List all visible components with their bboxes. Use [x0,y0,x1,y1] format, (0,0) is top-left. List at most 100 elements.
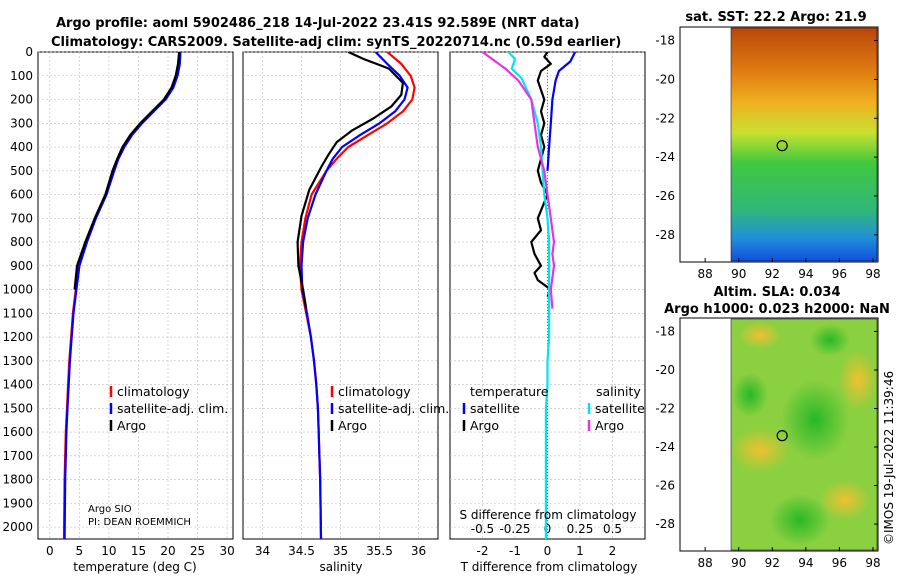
legend-argo-label: Argo [117,418,146,433]
sla-map-title2: Argo h1000: 0.023 h2000: NaN [664,302,890,317]
pressure-ytick-label: 1800 [2,473,33,487]
difference-series-temperature-satellite [546,52,577,171]
pressure-ytick-label: 2000 [2,520,33,534]
legend-s-argo-label: Argo [595,418,624,433]
temperature-xtick-label: 20 [160,544,175,558]
pressure-ytick-label: 1900 [2,496,33,510]
legend-clim-label: climatology [338,384,411,399]
pressure-ytick-label: 1500 [2,401,33,415]
salinity-series-climatology [298,52,416,539]
difference-xtick-label: 2 [609,544,617,558]
legend-sat-label: satellite-adj. clim. [338,401,449,416]
difference-xtick-label: -2 [477,544,489,558]
sla-lon-tick-label: 96 [832,556,847,570]
pressure-ytick-label: 1700 [2,449,33,463]
temperature-xtick-label: 15 [131,544,146,558]
sst-lat-tick-label: -18 [655,34,675,48]
pressure-ytick-label: 1000 [2,283,33,297]
difference-xtick-label: -1 [509,544,521,558]
sla-lon-tick-label: 88 [698,556,713,570]
map-axes: 88 90 92 94 96 98 -18 -20 -22 -24 -26 -28 88 90 92 94 96… [655,34,880,570]
pressure-ytick-label: 900 [10,259,33,273]
credit-provider: Argo SIO [88,504,132,515]
sst-lat-tick-label: -26 [655,189,675,203]
difference-xtick-top-label: -0.5 [471,522,494,536]
sla-argo-position-marker [776,430,788,442]
salinity-xtick-label: 35 [333,544,348,558]
pressure-ytick-label: 500 [10,164,33,178]
pressure-ytick-label: 100 [10,69,33,83]
legend-argo-label: Argo [338,418,367,433]
sst-field [731,28,877,261]
pressure-ytick-label: 200 [10,93,33,107]
sla-lon-tick-label: 90 [731,556,746,570]
sst-lon-tick-label: 96 [832,267,847,281]
salinity-xtick-label: 35.5 [366,544,393,558]
legend-salinity-heading: salinity [596,384,641,399]
grid-lines [38,51,645,539]
salinity-series-argo [296,52,404,309]
temperature-series-climatology [62,52,181,539]
sla-map-title1: Altim. SLA: 0.034 [714,285,841,300]
sla-field [730,319,878,550]
sla-lat-tick-label: -26 [655,479,675,493]
imos-watermark: ©IMOS 19-Jul-2022 11:39:46 [882,371,896,545]
sst-lon-tick-label: 92 [765,267,780,281]
temperature-xlabel: temperature (deg C) [73,560,196,574]
salinity-xtick-label: 36 [411,544,426,558]
profile-series [62,52,577,539]
difference-series-temperature-argo [530,52,552,298]
pressure-ytick-label: 1100 [2,306,33,320]
pressure-ytick-label: 400 [10,140,33,154]
salinity-series-satellite-adj-clim- [300,52,409,539]
difference-xtick-top-label: -0.25 [499,522,530,536]
sla-lat-tick-label: -20 [655,363,675,377]
salinity-xlabel: salinity [319,560,362,574]
sla-lon-tick-label: 94 [798,556,813,570]
difference-xtick-label: 0 [544,544,552,558]
pressure-ytick-label: 800 [10,235,33,249]
pressure-ytick-label: 1200 [2,330,33,344]
sst-field-edge [730,27,878,262]
difference-xlabel: T difference from climatology [460,560,638,574]
figure-title-line1: Argo profile: aoml 5902486_218 14-Jul-20… [56,16,580,31]
sla-lat-tick-label: -18 [655,324,675,338]
temperature-xtick-label: 5 [76,544,84,558]
salinity-xtick-label: 34.5 [288,544,315,558]
legend-sat-label: satellite-adj. clim. [117,401,228,416]
sst-lat-tick-label: -24 [655,150,675,164]
sst-lat-tick-label: -28 [655,228,675,242]
sst-lat-tick-label: -22 [655,111,675,125]
temperature-axes [37,51,234,540]
sst-lon-tick-label: 94 [798,267,813,281]
sst-lon-tick-label: 98 [865,267,880,281]
difference-xtick-top-label: 0 [544,522,552,536]
sst-lon-tick-label: 88 [698,267,713,281]
legend-t-argo-label: Argo [470,418,499,433]
temperature-xtick-label: 10 [101,544,116,558]
legend-difference: temperature salinity satellite Argo sate… [462,384,645,433]
temperature-xtick-label: 30 [219,544,234,558]
pressure-ytick-label: 600 [10,188,33,202]
temperature-series-argo [73,52,181,290]
temperature-series-satellite-adj-clim- [63,52,182,539]
difference-series-salinity-argo [481,52,556,309]
difference-xlabel-top: S difference from climatology [460,508,637,522]
sla-lat-tick-label: -24 [655,440,675,454]
sst-map-title: sat. SST: 22.2 Argo: 21.9 [685,10,866,25]
legend-salinity: climatology satellite-adj. clim. Argo [330,384,449,433]
sla-lat-tick-label: -28 [655,517,675,531]
sst-lon-tick-label: 90 [731,267,746,281]
pressure-ytick-label: 1600 [2,425,33,439]
sla-lon-tick-label: 98 [865,556,880,570]
legend-t-sat-label: satellite [470,401,520,416]
difference-xtick-top-label: 0.5 [603,522,622,536]
sla-lat-tick-label: -22 [655,402,675,416]
legend-temperature: climatology satellite-adj. clim. Argo [109,384,228,433]
temperature-xtick-label: 25 [190,544,205,558]
salinity-xtick-label: 34 [255,544,270,558]
legend-clim-label: climatology [117,384,190,399]
sla-lon-tick-label: 92 [765,556,780,570]
pressure-ytick-label: 1400 [2,378,33,392]
